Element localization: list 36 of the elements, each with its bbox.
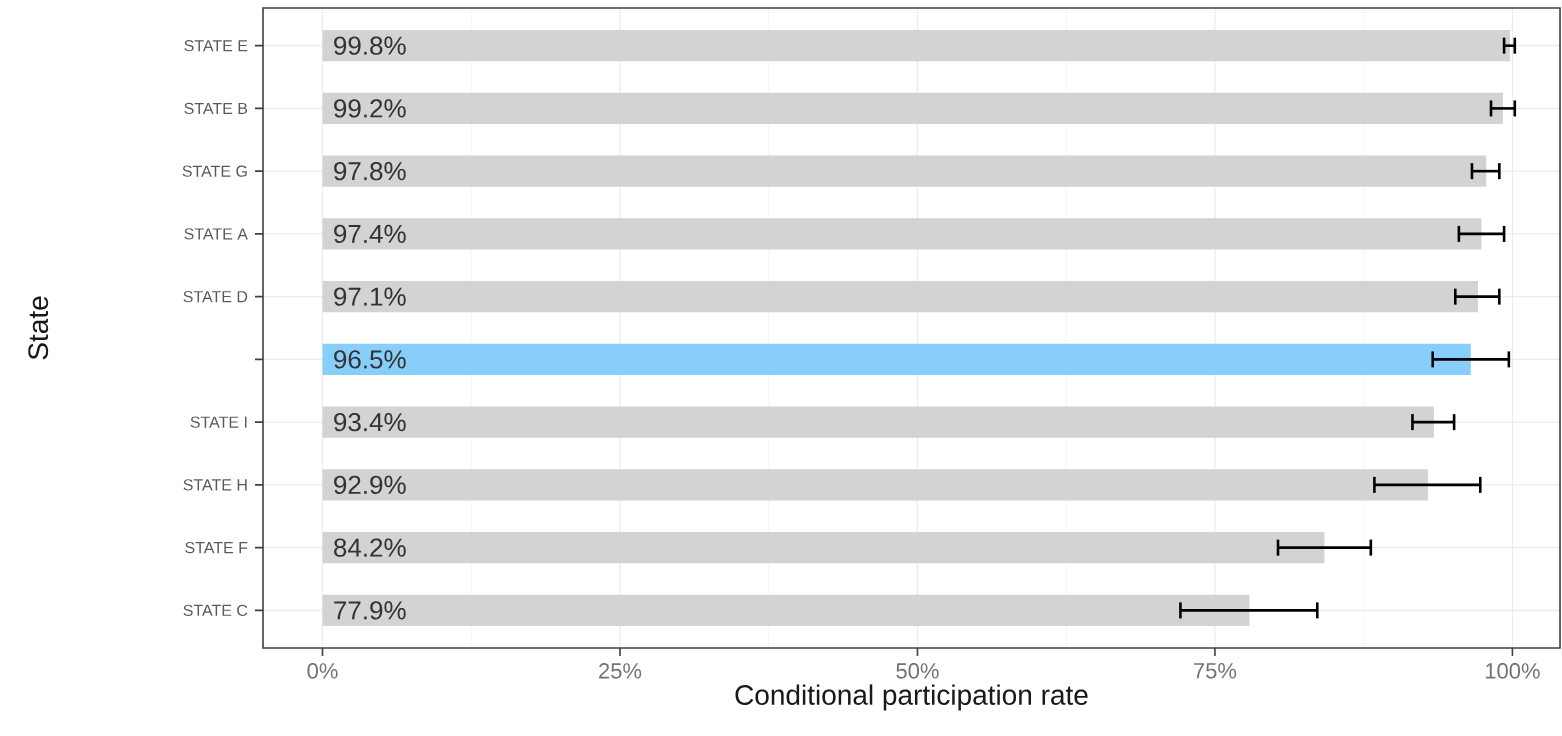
bar (322, 280, 1478, 313)
x-tick-label: 0% (307, 663, 338, 679)
data-label: 96.5% (334, 350, 406, 369)
bar (322, 343, 1471, 376)
y-tick-label: STATE D (183, 290, 248, 303)
x-tick-label: 75% (1194, 663, 1237, 679)
y-tick-label: STATE F (185, 541, 248, 554)
bar (322, 594, 1250, 627)
bar (322, 469, 1428, 501)
bar (322, 406, 1434, 438)
y-tick-label: STATE I (190, 416, 247, 428)
y-tick-label: STATE G (182, 165, 247, 177)
bar (322, 531, 1325, 564)
x-tick-label: 100% (1485, 663, 1540, 679)
bar (322, 218, 1482, 250)
data-label: 99.2% (334, 99, 406, 118)
data-label: 97.8% (334, 161, 406, 181)
data-label: 99.8% (334, 36, 406, 55)
bar (322, 92, 1503, 125)
y-tick-label: STATE C (183, 604, 248, 617)
x-tick-label: 25% (599, 663, 642, 679)
x-tick-label: 50% (896, 663, 939, 679)
data-label: 77.9% (334, 601, 406, 620)
data-label: 92.9% (334, 475, 406, 495)
data-label: 97.1% (334, 287, 406, 306)
data-label: 93.4% (334, 412, 406, 432)
bar (322, 155, 1487, 187)
y-tick-label: STATE H (183, 479, 247, 491)
y-tick-label: STATE A (184, 228, 248, 240)
y-axis-title: State (28, 296, 49, 360)
data-label: 84.2% (334, 538, 406, 557)
y-tick-label: STATE B (184, 102, 248, 115)
y-tick-label: STATE E (184, 40, 248, 52)
bar (322, 29, 1511, 62)
data-label: 97.4% (334, 224, 406, 244)
x-axis-title: Conditional participation rate (735, 684, 1088, 711)
